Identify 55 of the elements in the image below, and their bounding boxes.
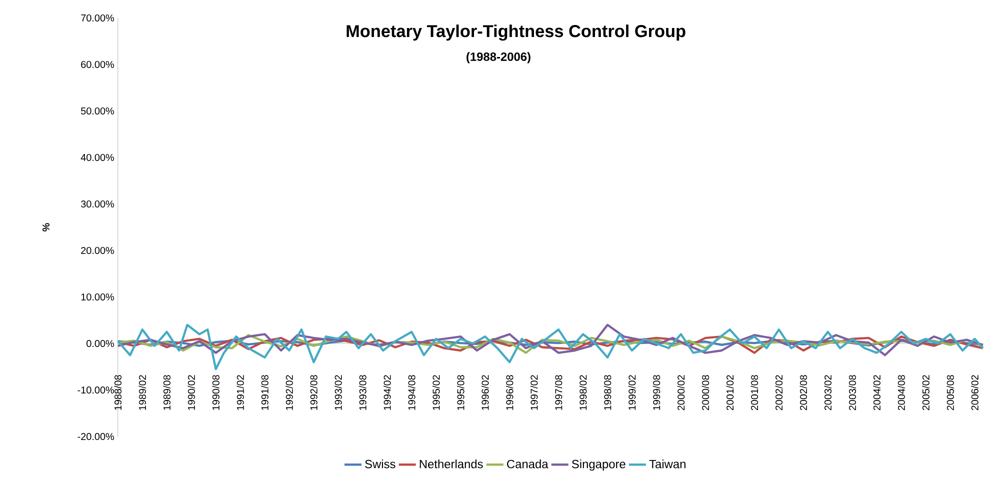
x-tick-label: 1992/02	[286, 374, 293, 410]
x-tick-label: 1991/02	[236, 374, 244, 410]
x-tick-label: 2006/02	[971, 374, 978, 410]
x-tick-label: 2001/02	[726, 374, 734, 410]
x-tick-label: 1988/08	[114, 374, 122, 410]
legend-label: Singapore	[572, 459, 626, 470]
chart-title: Monetary Taylor-Tightness Control Group	[346, 24, 686, 40]
y-tick-label: -10.00%	[78, 386, 114, 394]
x-tick-label: 1993/02	[334, 374, 342, 410]
x-tick-label: 1995/08	[456, 374, 464, 410]
legend-label: Taiwan	[649, 459, 686, 468]
x-tick-label: 1993/08	[359, 374, 366, 410]
x-tick-label: 2001/08	[750, 374, 758, 410]
x-tick-label: 2005/02	[922, 374, 930, 410]
x-tick-label: 2005/08	[946, 374, 954, 410]
x-tick-label: 2004/02	[873, 374, 880, 410]
y-tick-label: 0.00%	[86, 340, 114, 347]
legend-label: Netherlands	[420, 459, 483, 468]
x-tick-label: 1992/08	[310, 374, 318, 410]
x-tick-label: 1994/08	[408, 374, 416, 410]
line-series	[116, 324, 984, 356]
y-tick-label: 40.00%	[80, 154, 114, 161]
y-tick-label: 10.00%	[81, 293, 114, 300]
y-tick-label: 50.00%	[81, 107, 114, 114]
text: (1988-2006)	[466, 52, 530, 64]
x-tick-label: 2000/02	[677, 374, 685, 410]
x-tick-label: 1997/02	[530, 374, 538, 410]
x-tick-label: 1990/08	[212, 374, 220, 410]
x-tick-label: 2003/02	[824, 374, 832, 410]
x-tick-label: 2002/08	[800, 374, 808, 410]
legend-label: Swiss	[365, 459, 396, 468]
y-tick-label: 20.00%	[81, 246, 114, 254]
x-tick-label: 1994/02	[384, 374, 391, 410]
legend-label: Canada	[507, 459, 548, 468]
x-tick-label: 2003/08	[848, 374, 856, 410]
y-tick-label: 60.00%	[81, 60, 114, 68]
x-tick-label: 1995/02	[432, 374, 440, 410]
x-tick-label: 1999/08	[652, 374, 660, 410]
x-tick-label: 1989/02	[138, 374, 146, 410]
x-tick-label: 1998/02	[579, 374, 587, 410]
x-tick-label: 1989/08	[163, 374, 170, 410]
x-tick-label: 1998/08	[604, 374, 612, 410]
y-tick-label: -20.00%	[78, 432, 114, 440]
x-tick-label: 1990/02	[188, 374, 195, 410]
y-axis-title: %	[42, 222, 50, 232]
y-tick-label: 30.00%	[80, 200, 114, 208]
x-tick-label: 2004/08	[898, 374, 905, 410]
x-tick-label: 1996/02	[481, 374, 489, 410]
x-tick-label: 1997/08	[554, 374, 562, 410]
x-tick-label: 1996/08	[506, 374, 514, 410]
y-tick-label: 70.00%	[81, 14, 114, 22]
x-tick-label: 2000/08	[702, 374, 710, 410]
x-tick-label: 2002/02	[775, 374, 783, 410]
x-tick-label: 1991/08	[261, 374, 268, 410]
x-tick-label: 1999/02	[628, 374, 636, 410]
